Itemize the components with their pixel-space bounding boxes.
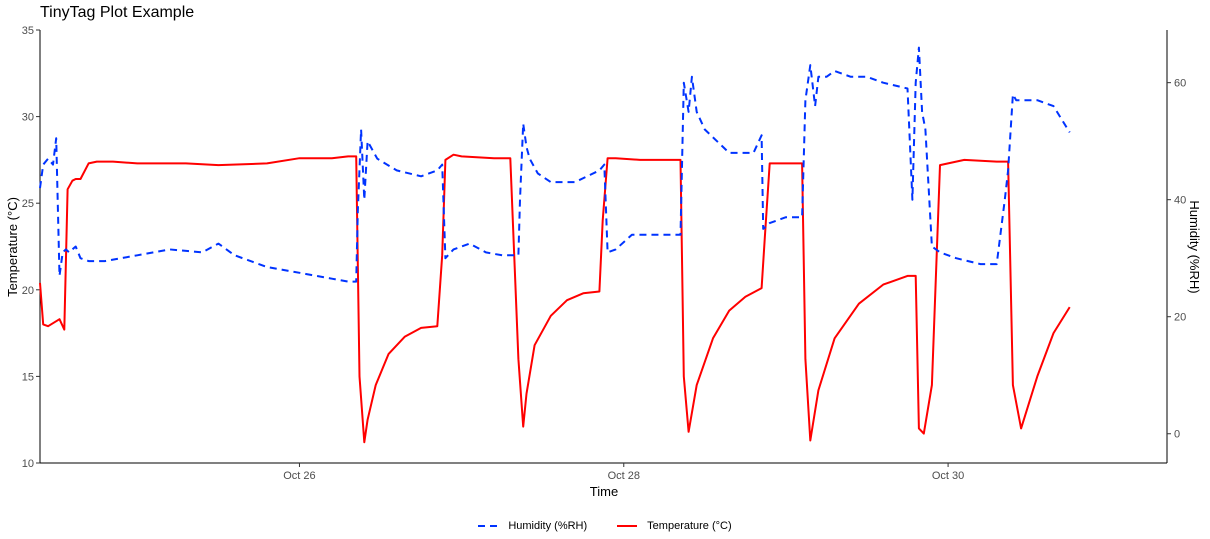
y-tick-label-right: 20 (1174, 312, 1186, 324)
humidity-swatch-icon (478, 522, 498, 530)
temperature-series-line (39, 153, 1071, 444)
x-axis-title: Time (590, 484, 618, 499)
x-tick-label: Oct 26 (283, 470, 315, 482)
y-tick-label-left: 10 (22, 458, 34, 470)
y-tick-label-left: 20 (22, 285, 34, 297)
y-axis-title-right: Humidity (%RH) (1187, 200, 1202, 293)
y-tick-label-left: 35 (22, 25, 34, 37)
y-tick-label-right: 60 (1174, 78, 1186, 90)
y-tick-label-left: 30 (22, 112, 34, 124)
series-layer (39, 46, 1071, 444)
x-tick-label: Oct 28 (608, 470, 640, 482)
y-tick-label-right: 0 (1174, 429, 1180, 441)
axes: 10 15 20 25 30 35 0 20 40 60 Oct 26 Oct 28 Oct 30 (22, 25, 1187, 482)
legend-label-temperature: Temperature (°C) (647, 520, 732, 532)
x-tick-label: Oct 30 (932, 470, 964, 482)
temperature-swatch-icon (617, 522, 638, 530)
y-tick-label-left: 15 (22, 371, 34, 383)
legend-item-humidity: Humidity (%RH) (478, 520, 587, 532)
y-tick-label-right: 40 (1174, 195, 1186, 207)
y-axis-title-left: Temperature (°C) (5, 197, 20, 297)
humidity-series-line (39, 46, 1071, 283)
legend-label-humidity: Humidity (%RH) (508, 520, 588, 532)
legend: Humidity (%RH) Temperature (°C) (0, 520, 1210, 532)
legend-item-temperature: Temperature (°C) (617, 520, 732, 532)
y-tick-label-left: 25 (22, 198, 34, 210)
chart-title: TinyTag Plot Example (40, 4, 195, 21)
